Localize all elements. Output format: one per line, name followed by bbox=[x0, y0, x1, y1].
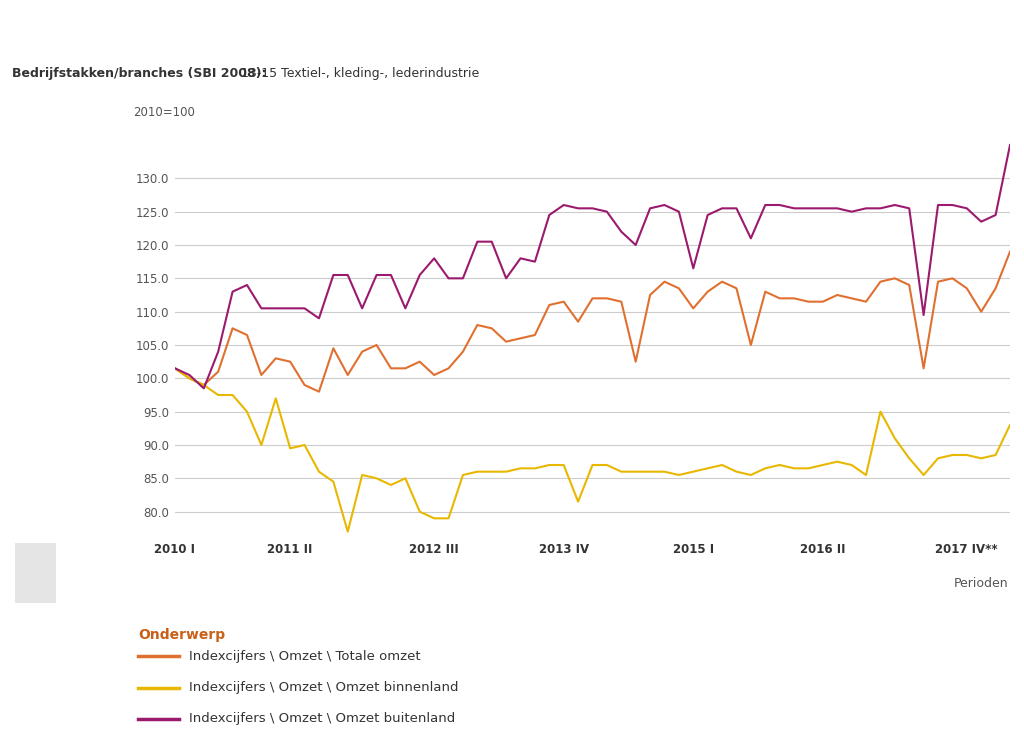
Text: 2010=100: 2010=100 bbox=[133, 106, 195, 119]
Text: Onderwerp: Onderwerp bbox=[138, 627, 225, 641]
Text: Indexcijfers \ Omzet \ Omzet buitenland: Indexcijfers \ Omzet \ Omzet buitenland bbox=[189, 712, 456, 725]
Text: Indexcijfers \ Omzet \ Omzet binnenland: Indexcijfers \ Omzet \ Omzet binnenland bbox=[189, 681, 459, 694]
Text: Perioden: Perioden bbox=[954, 577, 1009, 590]
Text: Indexcijfers \ Omzet \ Totale omzet: Indexcijfers \ Omzet \ Totale omzet bbox=[189, 650, 421, 663]
Text: Nijverheid; productie en omzet, ontwikkeling en index (2010=100): Nijverheid; productie en omzet, ontwikke… bbox=[12, 19, 745, 38]
Text: Bedrijfstakken/branches (SBI 2008):: Bedrijfstakken/branches (SBI 2008): bbox=[12, 67, 267, 80]
FancyBboxPatch shape bbox=[15, 542, 56, 602]
Text: 13-15 Textiel-, kleding-, lederindustrie: 13-15 Textiel-, kleding-, lederindustrie bbox=[241, 67, 479, 80]
